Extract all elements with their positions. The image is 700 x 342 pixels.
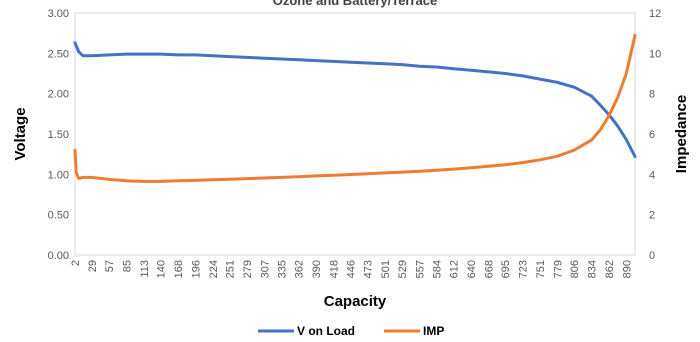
x-tick-label: 695 [500, 260, 512, 278]
x-tick-label: 640 [466, 260, 478, 278]
x-tick-label: 723 [518, 260, 530, 278]
y-tick-label: 3.00 [48, 8, 69, 20]
x-tick-label: 113 [139, 260, 151, 278]
x-tick-label: 335 [277, 260, 289, 278]
x-tick-label: 501 [380, 260, 392, 278]
x-tick-label: 473 [362, 260, 374, 278]
y-tick-label: 0.50 [48, 210, 69, 222]
x-tick-label: 557 [415, 260, 427, 278]
y-axis-ticks: 0.00 0.50 1.00 1.50 2.00 2.50 3.00 [48, 8, 69, 262]
y-tick-label: 0.00 [48, 250, 69, 262]
y2-tick-label: 4 [649, 169, 655, 181]
y2-tick-label: 2 [649, 210, 655, 222]
x-tick-label: 529 [397, 260, 409, 278]
y-axis-title: Voltage [12, 107, 29, 160]
plot-area [74, 12, 636, 256]
x-axis-title: Capacity [324, 293, 387, 310]
series-line-imp [73, 33, 637, 183]
x-tick-label: 390 [311, 260, 323, 278]
legend: V on Load IMP [258, 324, 444, 338]
x-tick-label: 668 [483, 260, 495, 278]
legend-label-imp: IMP [423, 324, 444, 338]
x-tick-label: 612 [449, 260, 461, 278]
chart-title: Ozone and Battery/Terrace [273, 0, 437, 8]
x-axis-ticks: 2 29 57 85 113 140 168 196 224 251 279 307 335 362 390… [70, 260, 633, 278]
x-tick-label: 251 [225, 260, 237, 278]
y2-tick-label: 0 [649, 250, 655, 262]
x-tick-label: 29 [87, 260, 99, 272]
x-tick-label: 362 [294, 260, 306, 278]
x-tick-label: 418 [328, 260, 340, 278]
y-tick-label: 1.00 [48, 169, 69, 181]
x-tick-label: 307 [259, 260, 271, 278]
y-tick-label: 2.00 [48, 89, 69, 101]
x-tick-label: 890 [621, 260, 633, 278]
x-tick-label: 196 [190, 260, 202, 278]
x-tick-label: 862 [604, 260, 616, 278]
y-tick-label: 2.50 [48, 48, 69, 60]
x-tick-label: 140 [156, 260, 168, 278]
y2-axis-ticks: 0 2 4 6 8 10 12 [649, 8, 661, 262]
series-lines [73, 33, 637, 183]
x-tick-label: 806 [569, 260, 581, 278]
y2-tick-label: 6 [649, 129, 655, 141]
x-tick-label: 834 [587, 260, 599, 278]
legend-label-v-on-load: V on Load [297, 324, 355, 338]
x-tick-label: 446 [346, 260, 358, 278]
y2-tick-label: 10 [649, 48, 661, 60]
y2-tick-label: 12 [649, 8, 661, 20]
x-tick-label: 779 [552, 260, 564, 278]
y2-tick-label: 8 [649, 89, 655, 101]
y2-axis-title: Impedance [673, 95, 690, 173]
y-tick-label: 1.50 [48, 129, 69, 141]
x-tick-label: 85 [122, 260, 134, 272]
x-tick-label: 57 [104, 260, 116, 272]
x-tick-label: 224 [208, 260, 220, 278]
x-tick-label: 279 [242, 260, 254, 278]
series-line-v-on-load [73, 41, 637, 159]
x-tick-label: 2 [70, 260, 82, 266]
x-tick-label: 584 [431, 260, 443, 278]
x-tick-label: 168 [173, 260, 185, 278]
x-tick-label: 751 [535, 260, 547, 278]
